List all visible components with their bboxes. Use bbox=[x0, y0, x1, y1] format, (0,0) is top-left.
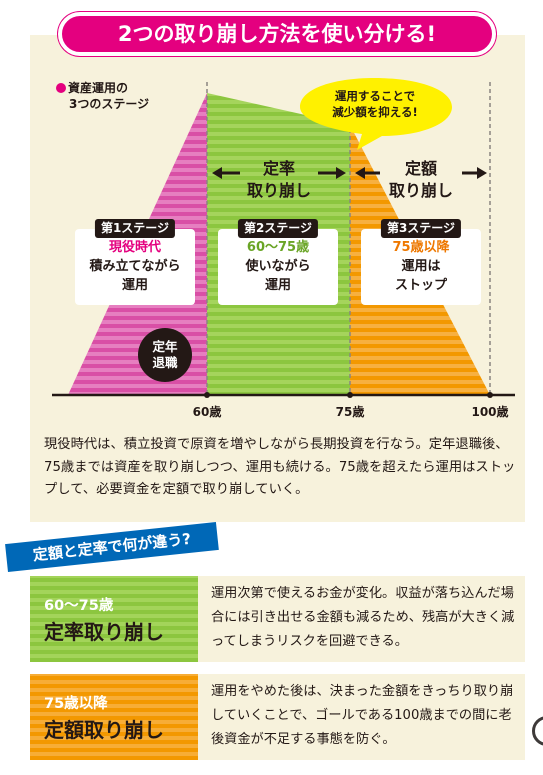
method-row-teigaku: 75歳以降 定額取り崩し 運用をやめた後は、決まった金額をきっちり取り崩していく… bbox=[30, 674, 525, 760]
retirement-line2: 退職 bbox=[152, 355, 178, 370]
retirement-badge bbox=[138, 328, 192, 382]
teiritsu-name: 定率取り崩し bbox=[44, 620, 164, 644]
legend-line1: 資産運用の bbox=[68, 81, 129, 95]
retirement-text: 定年 退職 bbox=[140, 339, 190, 371]
teiritsu-text: 運用次第で使えるお金が変化。収益が落ち込んだ場合には引き出せる金額も減るため、残… bbox=[211, 586, 515, 649]
stage3-line3: ストップ bbox=[394, 278, 447, 293]
arrow-teigaku bbox=[355, 167, 487, 179]
age-label-60: 60歳 bbox=[192, 405, 222, 419]
stage2-line2: 使いながら bbox=[245, 259, 311, 274]
diagram-legend: 資産運用の 3つのステージ bbox=[56, 80, 149, 112]
stage3-highlight: 75歳以降 bbox=[392, 240, 450, 255]
teiritsu-swatch bbox=[30, 576, 198, 662]
speech-bubble bbox=[300, 78, 452, 150]
stage1-line3: 運用 bbox=[121, 278, 148, 293]
description-text: 現役時代は、積立投資で原資を増やしながら長期投資を行なう。定年退職後、75歳まで… bbox=[44, 437, 516, 497]
teigaku-swatch bbox=[30, 674, 198, 760]
teigaku-label: 定額 取り崩し bbox=[380, 158, 462, 202]
teiritsu-line1: 定率 bbox=[262, 159, 295, 178]
stage3-line2: 運用は bbox=[401, 259, 441, 274]
bubble-line1: 運用することで bbox=[334, 89, 416, 103]
stage1-highlight: 現役時代 bbox=[108, 240, 161, 255]
method-row-teiritsu: 60〜75歳 定率取り崩し 運用次第で使えるお金が変化。収益が落ち込んだ場合には… bbox=[30, 576, 525, 662]
stage1-card: 第1ステージ 現役時代 積み立てながら 運用 bbox=[75, 219, 195, 305]
pink-dot-icon bbox=[56, 83, 66, 93]
retirement-line1: 定年 bbox=[152, 339, 178, 354]
stage2-card: 第2ステージ 60〜75歳 使いながら 運用 bbox=[218, 219, 338, 305]
teigaku-line2: 取り崩し bbox=[388, 181, 453, 200]
stage1-line2: 積み立てながら bbox=[89, 259, 181, 274]
bubble-text: 運用することで 減少額を抑える! bbox=[306, 88, 444, 120]
stage2-highlight: 60〜75歳 bbox=[246, 240, 310, 255]
bubble-line2: 減少額を抑える! bbox=[332, 105, 418, 119]
legend-line2: 3つのステージ bbox=[69, 97, 150, 111]
teiritsu-line2: 取り崩し bbox=[246, 181, 311, 200]
teigaku-line1: 定額 bbox=[404, 159, 437, 178]
stage2-line3: 運用 bbox=[264, 278, 291, 293]
stage1-tag: 第1ステージ bbox=[94, 219, 176, 238]
stage2-tag: 第2ステージ bbox=[237, 219, 319, 238]
stage3-card: 第3ステージ 75歳以降 運用は ストップ bbox=[361, 219, 481, 305]
age-label-100: 100歳 bbox=[471, 405, 509, 419]
teiritsu-label: 定率 取り崩し bbox=[240, 158, 318, 202]
page-title: 2つの取り崩し方法を使い分ける! bbox=[58, 12, 496, 56]
teigaku-age: 75歳以降 bbox=[44, 696, 108, 712]
teiritsu-age: 60〜75歳 bbox=[44, 598, 114, 614]
age-label-75: 75歳 bbox=[335, 405, 365, 419]
teigaku-name: 定額取り崩し bbox=[44, 718, 164, 742]
teigaku-text: 運用をやめた後は、決まった金額をきっちり取り崩していくことで、ゴールである100… bbox=[211, 684, 514, 747]
stage3-tag: 第3ステージ bbox=[380, 219, 462, 238]
arrow-teiritsu bbox=[212, 167, 346, 179]
